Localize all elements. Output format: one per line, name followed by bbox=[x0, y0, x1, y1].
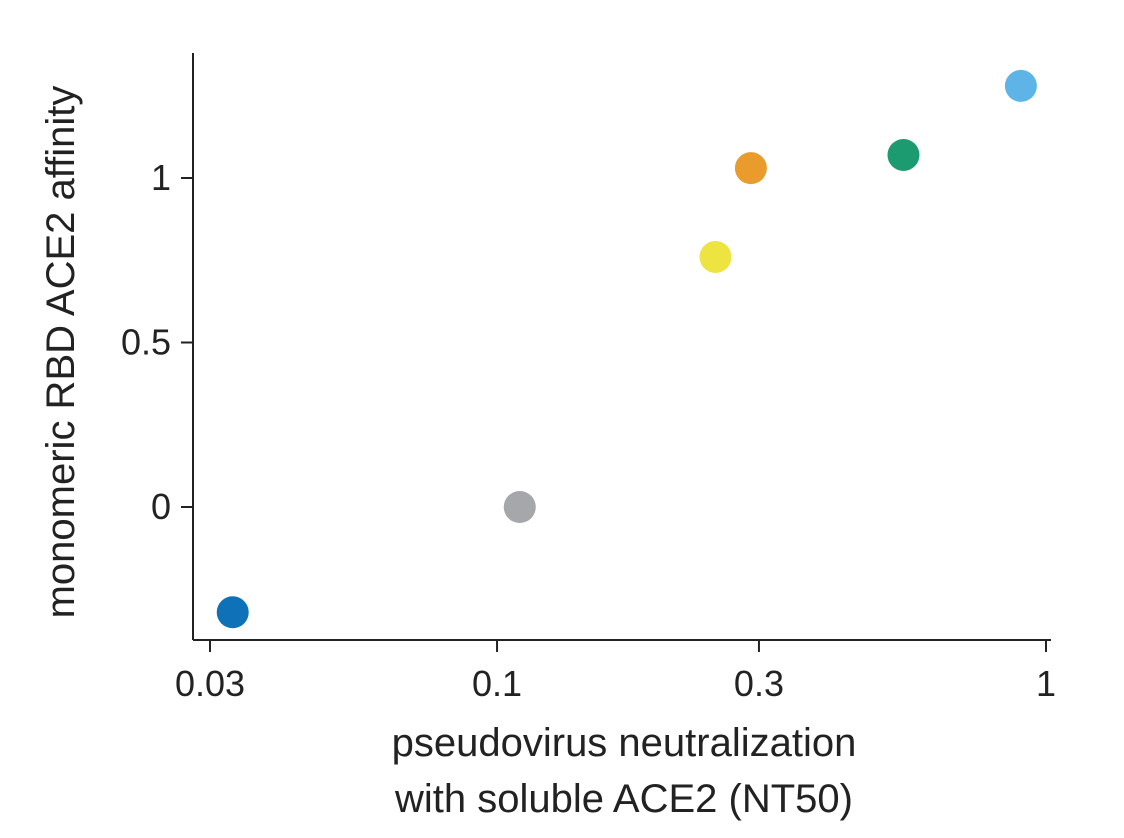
data-point bbox=[887, 138, 920, 171]
plot-area: 00.51 0.03 0.1 0.3 1 bbox=[121, 52, 1056, 704]
data-point bbox=[1004, 69, 1037, 102]
y-tick-label: 0.5 bbox=[121, 322, 171, 363]
data-point bbox=[503, 491, 536, 523]
x-tick-label: 1 bbox=[1036, 663, 1056, 704]
data-point bbox=[734, 152, 767, 185]
y-axis-ticks: 00.51 bbox=[121, 157, 193, 527]
x-axis-ticks: 0.03 0.1 0.3 1 bbox=[175, 640, 1056, 704]
y-tick-label: 0 bbox=[151, 486, 171, 527]
x-tick-label: 0.03 bbox=[175, 663, 245, 704]
y-tick-label: 1 bbox=[151, 157, 171, 198]
data-points bbox=[216, 69, 1037, 629]
x-tick-label: 0.3 bbox=[734, 663, 784, 704]
data-point bbox=[216, 596, 249, 629]
y-axis-label: monomeric RBD ACE2 affinity bbox=[39, 86, 83, 619]
x-axis-label-line-2: with soluble ACE2 (NT50) bbox=[394, 777, 853, 821]
data-point bbox=[699, 240, 732, 273]
x-tick-label: 0.1 bbox=[472, 663, 522, 704]
x-axis-label-line-1: pseudovirus neutralization bbox=[392, 721, 857, 765]
